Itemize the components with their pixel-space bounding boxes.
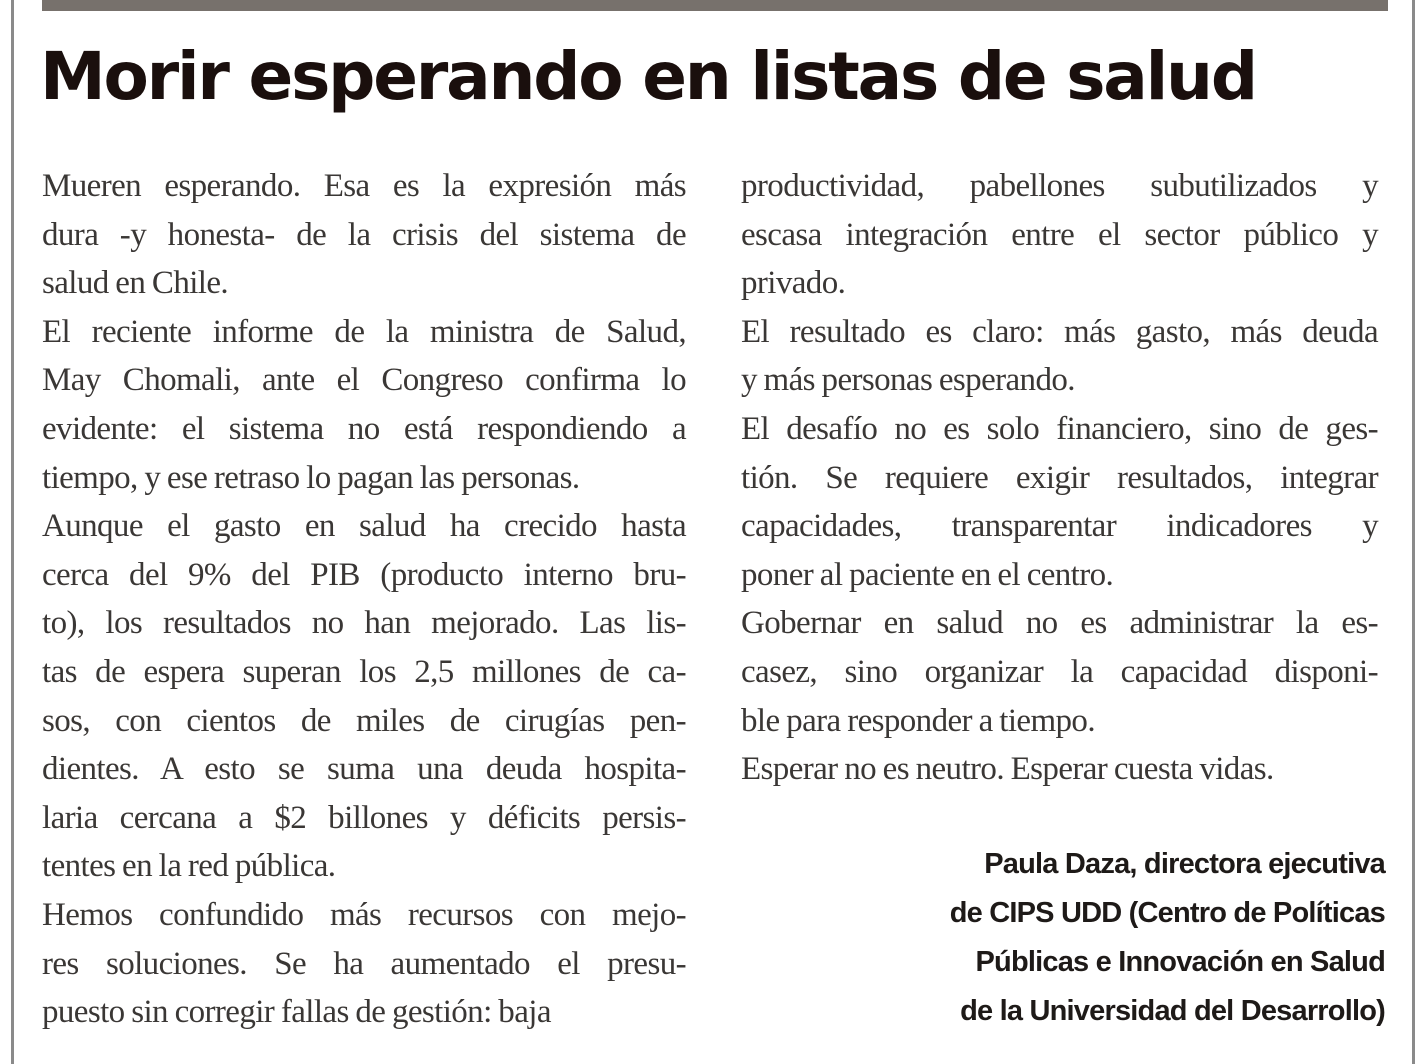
signature-line: de la Universidad del Desarrollo) xyxy=(960,995,1386,1027)
paragraph-line: puesto sin corregir fallas de gestión: b… xyxy=(42,994,551,1031)
article-title: Morir esperando en listas de salud xyxy=(40,38,1258,115)
paragraph-line: cerca del 9% del PIB (producto interno b… xyxy=(42,556,687,593)
page-border-right xyxy=(1412,0,1415,1064)
paragraph-line: tión. Se requiere exigir resultados, int… xyxy=(741,459,1379,496)
paragraph-line: May Chomali, ante el Congreso confirma l… xyxy=(42,362,687,399)
paragraph-line: dura -y honesta- de la crisis del sistem… xyxy=(42,216,687,253)
signature-line: Paula Daza, directora ejecutiva xyxy=(984,848,1386,880)
author-signature: Paula Daza, directora ejecutiva de CIPS … xyxy=(949,840,1386,1036)
paragraph-line: casez, sino organizar la capacidad dispo… xyxy=(741,653,1379,690)
paragraph-line: evidente: el sistema no está respondiend… xyxy=(42,410,687,447)
paragraph-line: El resultado es claro: más gasto, más de… xyxy=(741,313,1379,350)
paragraph-line: El desafío no es solo financiero, sino d… xyxy=(741,410,1379,447)
paragraph-line: to), los resultados no han mejorado. Las… xyxy=(42,605,687,642)
paragraph-line: capacidades, transparentar indicadores y xyxy=(741,508,1379,545)
signature-line: Públicas e Innovación en Salud xyxy=(975,946,1386,978)
page-border-left xyxy=(11,0,14,1064)
paragraph-line: El reciente informe de la ministra de Sa… xyxy=(42,313,687,350)
paragraph-line: ble para responder a tiempo. xyxy=(741,702,1096,739)
paragraph-line: tiempo, y ese retraso lo pagan las perso… xyxy=(42,459,580,496)
paragraph-line: poner al paciente en el centro. xyxy=(741,556,1114,593)
article-column-left: Mueren esperando. Esa es la expresión má… xyxy=(42,162,687,1037)
paragraph-line: Aunque el gasto en salud ha crecido hast… xyxy=(42,508,687,545)
paragraph-line: tentes en la red pública. xyxy=(42,848,336,885)
paragraph-line: dientes. A esto se suma una deuda hospit… xyxy=(42,751,687,788)
paragraph-line: productividad, pabellones subutilizados … xyxy=(741,168,1379,204)
paragraph-line: y más personas esperando. xyxy=(741,362,1076,399)
paragraph-line: escasa integración entre el sector públi… xyxy=(741,216,1379,253)
paragraph-line: sos, con cientos de miles de cirugías pe… xyxy=(42,702,687,739)
paragraph-line: Esperar no es neutro. Esperar cuesta vid… xyxy=(741,751,1274,788)
article-column-right: productividad, pabellones subutilizados … xyxy=(741,162,1379,794)
paragraph-line: Gobernar en salud no es administrar la e… xyxy=(741,605,1379,642)
paragraph-line: privado. xyxy=(741,265,846,302)
top-rule xyxy=(42,0,1388,11)
signature-line: de CIPS UDD (Centro de Políticas xyxy=(949,897,1386,929)
paragraph-line: res soluciones. Se ha aumentado el presu… xyxy=(42,945,687,982)
paragraph-line: salud en Chile. xyxy=(42,265,229,302)
paragraph-line: Hemos confundido más recursos con mejo- xyxy=(42,896,687,933)
paragraph-line: tas de espera superan los 2,5 millones d… xyxy=(42,653,687,690)
paragraph-line: laria cercana a $2 billones y déficits p… xyxy=(42,799,687,836)
paragraph-line: Mueren esperando. Esa es la expresión má… xyxy=(42,168,687,204)
